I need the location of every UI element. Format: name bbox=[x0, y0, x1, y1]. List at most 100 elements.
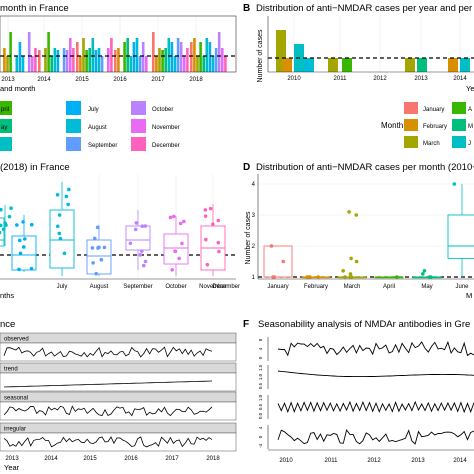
bar-september bbox=[214, 48, 218, 72]
facet-ytick: 0 bbox=[258, 435, 263, 438]
box bbox=[447, 214, 474, 259]
panel-f-title: Seasonability analysis of NMDAr antibodi… bbox=[258, 319, 470, 330]
data-point bbox=[354, 213, 359, 217]
facet-panel bbox=[0, 372, 237, 392]
legend-label-september: September bbox=[88, 143, 117, 149]
panel-b: B Distribution of anti−NMDAR cases per y… bbox=[243, 3, 474, 148]
legend-key-march bbox=[404, 136, 418, 148]
bar-october bbox=[217, 32, 221, 72]
bar-august bbox=[135, 38, 139, 72]
bar-november bbox=[145, 56, 148, 72]
bar-february bbox=[3, 48, 6, 72]
panel-b-title: Distribution of anti−NMDAR cases per yea… bbox=[256, 3, 472, 14]
panel-d-boxes bbox=[263, 182, 474, 279]
bar-june bbox=[129, 56, 133, 72]
bar-august bbox=[173, 56, 177, 72]
bar-june bbox=[167, 38, 171, 72]
data-point bbox=[269, 244, 274, 248]
bar-april bbox=[9, 32, 12, 72]
legend-key-july bbox=[66, 101, 81, 115]
data-point bbox=[1, 227, 6, 231]
panel-a: month in France 2013 2014 2015 2016 2017… bbox=[0, 3, 237, 151]
data-point bbox=[133, 227, 138, 232]
legend-label-march: March bbox=[423, 141, 440, 147]
data-point bbox=[422, 269, 427, 273]
facet-ytick: 0.0 bbox=[258, 412, 263, 419]
panel-b-xtick: 2012 bbox=[373, 76, 387, 82]
panel-e-xtick: 2014 bbox=[44, 456, 58, 462]
bar-july bbox=[18, 42, 22, 72]
bar-may bbox=[126, 38, 129, 72]
legend-label-april: A bbox=[468, 107, 472, 113]
bar-april bbox=[47, 32, 50, 72]
series-line bbox=[3, 380, 213, 388]
bar-april bbox=[85, 50, 88, 72]
data-point bbox=[7, 214, 12, 219]
facet-ytick: 1.5 bbox=[258, 364, 263, 371]
panel-b-letter: B bbox=[243, 3, 250, 14]
panel-a-xtick: 2016 bbox=[113, 77, 127, 83]
panel-d-title: Distribution of anti−NMDAR cases per mon… bbox=[256, 162, 474, 173]
data-point bbox=[57, 213, 62, 217]
bar-may bbox=[88, 48, 91, 72]
panel-b-xtick: 2014 bbox=[453, 76, 467, 82]
data-point bbox=[168, 215, 173, 220]
panel-e-title: nce bbox=[0, 319, 15, 330]
data-point bbox=[21, 220, 25, 224]
data-point bbox=[349, 256, 353, 261]
panel-a-xtick: 2014 bbox=[37, 77, 51, 83]
bar-august bbox=[97, 48, 101, 72]
facet-ytick: 0.5 bbox=[258, 382, 263, 389]
panel-a-xtick: 2018 bbox=[189, 77, 203, 83]
panel-d-xtick: February bbox=[304, 284, 328, 290]
data-point bbox=[0, 223, 3, 228]
bar-january bbox=[190, 42, 193, 72]
legend-key-september bbox=[66, 137, 81, 151]
data-point bbox=[18, 251, 23, 256]
data-point bbox=[316, 275, 321, 279]
facet-label: trend bbox=[4, 367, 18, 373]
facet-ytick: 4 bbox=[258, 426, 263, 429]
bar-december bbox=[72, 48, 75, 72]
data-point bbox=[21, 245, 26, 249]
facet-ytick: 1.0 bbox=[258, 394, 263, 401]
panel-b-xtick: 2011 bbox=[334, 76, 348, 82]
data-point bbox=[306, 275, 311, 279]
data-point bbox=[341, 269, 345, 273]
panel-c-xtick: October bbox=[165, 284, 186, 290]
bar-march bbox=[82, 38, 85, 72]
panel-b-xtick: 2010 bbox=[287, 76, 301, 82]
panel-e-xtick: 2013 bbox=[5, 456, 19, 462]
panel-a-legend: pril ay July August September bbox=[0, 101, 180, 151]
bar-march bbox=[44, 48, 47, 72]
bar-july bbox=[170, 42, 174, 72]
panel-d-plot-area bbox=[258, 174, 474, 279]
data-point bbox=[99, 257, 104, 262]
data-point bbox=[15, 223, 19, 227]
panel-f-xtick: 2014 bbox=[453, 458, 467, 464]
data-point bbox=[57, 231, 62, 236]
series-line bbox=[277, 428, 474, 445]
facet-label: irregular bbox=[4, 427, 26, 433]
data-point bbox=[394, 275, 399, 279]
legend-key-june bbox=[0, 137, 12, 151]
panel-c-xtick: August bbox=[90, 284, 109, 290]
panel-e-facets: observed trend seasonal irregular bbox=[0, 332, 237, 452]
facet-strip bbox=[0, 422, 237, 434]
legend-label-may: ay bbox=[1, 125, 7, 131]
bar-april bbox=[161, 50, 164, 72]
panel-a-gridlines bbox=[7, 16, 197, 72]
panel-c-xtick: July bbox=[57, 284, 68, 290]
facet-panel bbox=[0, 401, 237, 421]
data-point bbox=[143, 224, 148, 228]
panel-b-ylabel: Number of cases bbox=[257, 29, 264, 82]
data-point bbox=[203, 214, 208, 218]
panel-d-xtick: March bbox=[344, 284, 361, 290]
data-point bbox=[421, 272, 425, 276]
bar-october bbox=[27, 32, 31, 72]
bar-october bbox=[65, 50, 69, 72]
legend-label-june: J bbox=[468, 141, 471, 147]
panel-d-xtick: April bbox=[383, 284, 395, 290]
